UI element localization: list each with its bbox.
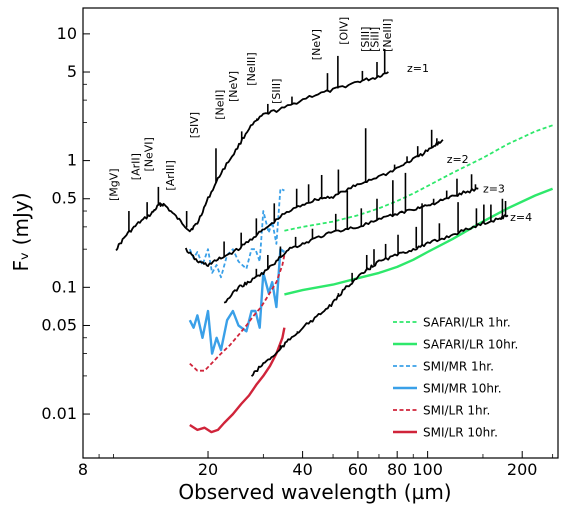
sensitivity-curve-smi-lr-1hr xyxy=(189,254,286,372)
x-tick-label: 8 xyxy=(78,460,88,479)
line-identifications: [MgV][ArII] [NeVI][ArIII][SIV][NeII][NeV]… xyxy=(108,17,394,201)
spectra: z=1 z=2 z=3 z=4 xyxy=(115,48,532,377)
sensitivity-curves xyxy=(188,124,554,434)
legend-label: SMI/MR 1hr. xyxy=(423,360,494,374)
sensitivity-curve-smi-lr-10hr xyxy=(189,327,286,434)
x-tick-label: 60 xyxy=(348,460,368,479)
line-id-label: [ArIII] xyxy=(164,160,177,190)
sensitivity-curve-smi-mr-1hr xyxy=(188,187,285,279)
legend-label: SAFARI/LR 1hr. xyxy=(423,316,511,330)
x-tick-label: 20 xyxy=(198,460,218,479)
line-id-label: [MgV] xyxy=(108,168,121,201)
sensitivity-curve-safari-lr-10hr xyxy=(284,187,554,296)
y-tick-label: 10 xyxy=(57,24,77,43)
x-tick-label: 100 xyxy=(412,460,443,479)
legend-label: SAFARI/LR 10hr. xyxy=(423,338,518,352)
y-tick-label: 0.01 xyxy=(41,404,77,423)
x-axis-title: Observed wavelength (µm) xyxy=(178,480,451,504)
redshift-label: z=3 xyxy=(483,183,505,196)
sensitivity-curve-smi-mr-10hr xyxy=(188,248,286,355)
axis-ticks: 8 20 40 60 80 100 200 0.01 0.05 0.1 0.5 1 5 10 xyxy=(41,24,554,479)
y-tick-label: 0.5 xyxy=(52,189,77,208)
redshift-label: z=1 xyxy=(407,62,429,75)
line-id-label: [NeV] xyxy=(227,71,240,102)
line-id-label: [SIII] xyxy=(270,79,283,104)
line-id-label: [NeVI] xyxy=(142,137,155,171)
x-tick-label: 80 xyxy=(387,460,407,479)
line-id-label: [OIV] xyxy=(337,17,350,45)
redshift-label: z=2 xyxy=(447,153,469,166)
y-tick-label: 0.1 xyxy=(52,277,77,296)
plot-frame xyxy=(82,7,559,459)
line-id-label: [SIV] xyxy=(188,112,201,138)
sensitivity-curve-safari-lr-1hr xyxy=(284,124,553,232)
line-id-label: [NeV] xyxy=(310,29,323,60)
y-axis-title: Fᵥ (mJy) xyxy=(9,192,33,271)
x-tick-label: 200 xyxy=(507,460,538,479)
x-tick-label: 40 xyxy=(292,460,312,479)
legend-label: SMI/LR 10hr. xyxy=(423,426,498,440)
line-id-label: [NeIII] xyxy=(381,19,394,52)
y-tick-label: 1 xyxy=(67,151,77,170)
line-id-label: [SIII] xyxy=(359,27,372,52)
line-id-label: [NeIII] xyxy=(245,52,258,85)
spectrum-z-4 xyxy=(250,214,509,377)
line-id-label: [NeII] xyxy=(214,90,227,120)
legend: SAFARI/LR 1hr. SAFARI/LR 10hr. SMI/MR 1hr.… xyxy=(393,316,518,440)
legend-label: SMI/MR 10hr. xyxy=(423,382,502,396)
spectrum-z-3 xyxy=(223,187,479,304)
spectrum-z-2 xyxy=(184,139,444,267)
y-tick-label: 0.05 xyxy=(41,315,77,334)
line-id-label: [SiII] xyxy=(368,27,381,52)
y-tick-label: 5 xyxy=(67,62,77,81)
redshift-label: z=4 xyxy=(510,211,532,224)
legend-label: SMI/LR 1hr. xyxy=(423,404,490,418)
line-id-label: [ArII] xyxy=(130,153,143,180)
spectrum-z-1 xyxy=(115,71,389,251)
